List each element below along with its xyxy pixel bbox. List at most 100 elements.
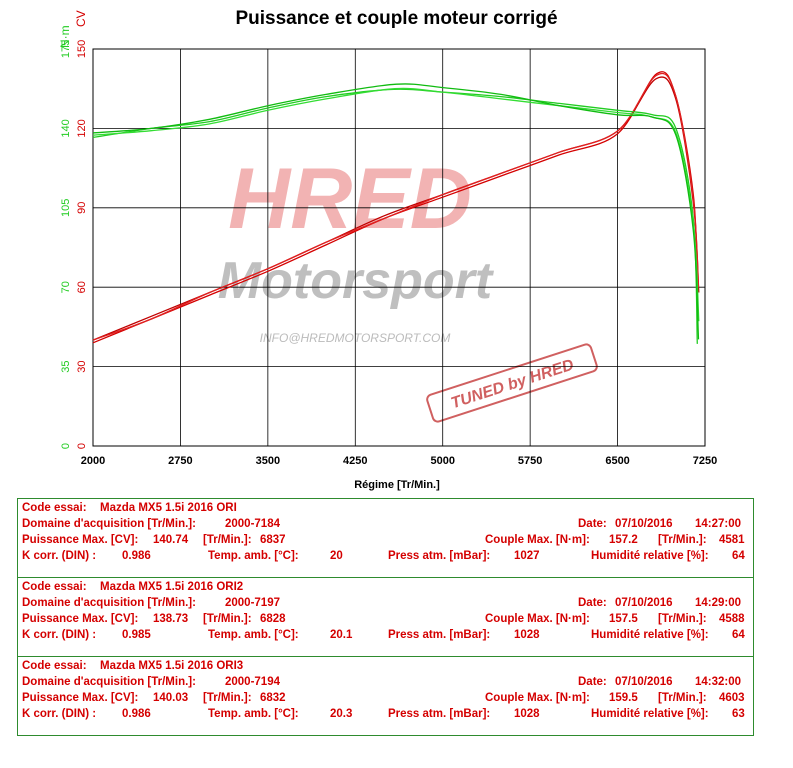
domaine-value: 2000-7184	[225, 518, 280, 530]
power-unit-label: CV	[74, 10, 88, 27]
couple-rpm-label: [Tr/Min.]:	[658, 534, 707, 546]
power-tick-label: 90	[76, 202, 88, 214]
torque-tick-label: 0	[60, 443, 72, 449]
date-value: 07/10/2016	[615, 597, 673, 609]
couple-rpm-label: [Tr/Min.]:	[658, 613, 707, 625]
x-tick-label: 4250	[343, 455, 367, 467]
couple-value: 157.2	[609, 534, 638, 546]
puissance-rpm-value: 6837	[260, 534, 286, 546]
test-block-1: Code essai: Mazda MX5 1.5i 2016 ORI Doma…	[17, 498, 754, 578]
k-label: K corr. (DIN) :	[22, 550, 97, 562]
temp-value: 20.1	[330, 629, 353, 641]
puissance-rpm-label: [Tr/Min.]:	[203, 613, 252, 625]
hum-label: Humidité relative [%]:	[591, 708, 709, 720]
couple-rpm-label: [Tr/Min.]:	[658, 692, 707, 704]
temp-label: Temp. amb. [°C]:	[208, 629, 299, 641]
torque-curve-ori3	[92, 83, 700, 340]
tuned-stamp-text: TUNED by HRED	[449, 356, 576, 412]
date-label: Date:	[578, 518, 607, 530]
press-label: Press atm. [mBar]:	[388, 550, 491, 562]
puissance-rpm-label: [Tr/Min.]:	[203, 692, 252, 704]
torque-tick-label: 175	[60, 40, 72, 58]
couple-value: 159.5	[609, 692, 638, 704]
press-value: 1028	[514, 629, 540, 641]
puissance-value: 138.73	[153, 613, 189, 625]
hum-label: Humidité relative [%]:	[591, 550, 709, 562]
power-tick-label: 0	[76, 443, 88, 449]
temp-label: Temp. amb. [°C]:	[208, 550, 299, 562]
torque-curve-ori2	[92, 87, 700, 322]
press-value: 1028	[514, 708, 540, 720]
press-value: 1027	[514, 550, 540, 562]
date-value: 07/10/2016	[615, 676, 673, 688]
puissance-rpm-value: 6828	[260, 613, 286, 625]
couple-label: Couple Max. [N·m]:	[485, 534, 590, 546]
grid	[92, 48, 706, 447]
date-value: 07/10/2016	[615, 518, 673, 530]
x-tick-label: 2750	[168, 455, 192, 467]
k-value: 0.985	[122, 629, 151, 641]
torque-tick-label: 140	[60, 119, 72, 137]
puissance-label: Puissance Max. [CV]:	[22, 692, 139, 704]
puissance-rpm-label: [Tr/Min.]:	[203, 534, 252, 546]
couple-label: Couple Max. [N·m]:	[485, 692, 590, 704]
domaine-label: Domaine d'acquisition [Tr/Min.]:	[22, 597, 196, 609]
code-label: Code essai:	[22, 502, 87, 514]
temp-value: 20.3	[330, 708, 353, 720]
time-value: 14:32:00	[695, 676, 742, 688]
x-axis-label: Régime [Tr/Min.]	[354, 479, 440, 491]
domaine-value: 2000-7194	[225, 676, 280, 688]
power-tick-label: 30	[76, 360, 88, 372]
domaine-label: Domaine d'acquisition [Tr/Min.]:	[22, 676, 196, 688]
puissance-label: Puissance Max. [CV]:	[22, 534, 139, 546]
couple-rpm-value: 4603	[719, 692, 745, 704]
code-value: Mazda MX5 1.5i 2016 ORI2	[100, 581, 244, 593]
couple-value: 157.5	[609, 613, 638, 625]
code-label: Code essai:	[22, 581, 87, 593]
press-label: Press atm. [mBar]:	[388, 708, 491, 720]
power-curve-ori3	[92, 72, 700, 341]
puissance-value: 140.74	[153, 534, 189, 546]
chart-title: Puissance et couple moteur corrigé	[235, 8, 558, 29]
k-value: 0.986	[122, 708, 151, 720]
couple-rpm-value: 4588	[719, 613, 745, 625]
time-value: 14:27:00	[695, 518, 742, 530]
series-group	[92, 71, 700, 344]
x-tick-label: 6500	[605, 455, 629, 467]
x-tick-label: 2000	[81, 455, 105, 467]
torque-curve-ori	[92, 88, 698, 344]
code-label: Code essai:	[22, 660, 87, 672]
domaine-label: Domaine d'acquisition [Tr/Min.]:	[22, 518, 196, 530]
x-tick-label: 3500	[256, 455, 280, 467]
torque-unit-label: N·m	[58, 25, 72, 48]
code-value: Mazda MX5 1.5i 2016 ORI3	[100, 660, 244, 672]
date-label: Date:	[578, 676, 607, 688]
x-tick-label: 5000	[430, 455, 454, 467]
power-tick-label: 120	[76, 119, 88, 137]
hum-value: 64	[732, 550, 745, 562]
domaine-value: 2000-7197	[225, 597, 280, 609]
x-tick-label: 7250	[693, 455, 717, 467]
hum-label: Humidité relative [%]:	[591, 629, 709, 641]
temp-label: Temp. amb. [°C]:	[208, 708, 299, 720]
power-tick-label: 60	[76, 281, 88, 293]
axes: 2000 2750 3500 4250 5000 5750 6500 7250 00 30 35 60…	[60, 40, 717, 467]
tuned-stamp: TUNED by HRED	[426, 343, 598, 423]
plot-frame	[92, 48, 706, 447]
puissance-value: 140.03	[153, 692, 189, 704]
test-block-2: Code essai: Mazda MX5 1.5i 2016 ORI2 Dom…	[17, 577, 754, 657]
torque-tick-label: 105	[60, 199, 72, 217]
power-tick-label: 150	[76, 40, 88, 58]
k-label: K corr. (DIN) :	[22, 629, 97, 641]
hum-value: 64	[732, 629, 745, 641]
date-label: Date:	[578, 597, 607, 609]
watermark-subbrand: Motorsport	[218, 252, 495, 310]
torque-tick-label: 70	[60, 281, 72, 293]
x-tick-label: 5750	[518, 455, 542, 467]
puissance-rpm-value: 6832	[260, 692, 286, 704]
k-label: K corr. (DIN) :	[22, 708, 97, 720]
code-value: Mazda MX5 1.5i 2016 ORI	[100, 502, 237, 514]
k-value: 0.986	[122, 550, 151, 562]
temp-value: 20	[330, 550, 343, 562]
torque-tick-label: 35	[60, 360, 72, 372]
